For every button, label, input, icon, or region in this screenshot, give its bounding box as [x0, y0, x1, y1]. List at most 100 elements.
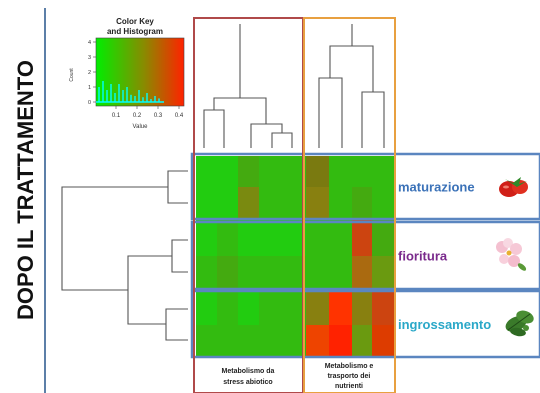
heatmap-cell	[372, 156, 394, 187]
heatmap-cell	[329, 325, 352, 356]
heatmap-cell	[217, 256, 238, 291]
heatmap-cell	[259, 325, 280, 356]
left-divider-line	[44, 8, 46, 393]
heatmap-cell	[306, 325, 329, 356]
color-key-histogram	[96, 81, 164, 103]
heatmap-cell	[352, 291, 372, 325]
column-group-2-label: nutrienti	[335, 383, 363, 390]
heatmap-cell	[196, 256, 217, 291]
heatmap-cell	[238, 187, 259, 220]
heatmap-cell	[196, 187, 217, 220]
col-dendro-link	[250, 123, 283, 148]
column-group-1-label: Metabolismo da	[222, 368, 275, 375]
heatmap-cell	[280, 156, 306, 187]
row-dendro-link	[127, 255, 172, 325]
color-key-x-tick-label: 0.3	[154, 113, 163, 119]
heatmap-cell	[352, 187, 372, 220]
heatmap-cell	[196, 291, 217, 325]
column-group-2-label: Metabolismo e	[325, 363, 374, 370]
column-group-2-frame	[303, 17, 396, 393]
heatmap-cell	[352, 220, 372, 256]
row-label-maturazione: maturazione	[398, 180, 475, 195]
heatmap-cell	[217, 291, 238, 325]
heatmap-cell	[217, 187, 238, 220]
row-label-ingrossamento: ingrossamento	[398, 317, 491, 332]
heatmap-cell	[372, 187, 394, 220]
leaf-icon	[505, 310, 534, 337]
col-dendro-link	[213, 97, 267, 124]
heatmap-cell	[259, 156, 280, 187]
heatmap-cell	[329, 220, 352, 256]
heatmap-cell	[259, 291, 280, 325]
heatmap-cell	[329, 187, 352, 220]
column-group-1-label: stress abiotico	[223, 379, 272, 386]
heatmap-cell	[280, 220, 306, 256]
color-key-y-tick-label: 1	[88, 85, 91, 91]
color-key-x-tick-label: 0.1	[112, 113, 121, 119]
row-band-ingrossamento	[190, 289, 540, 359]
column-group-2-label: trasporto dei	[328, 373, 371, 380]
row-dendro-link	[165, 308, 188, 341]
row-band-fioritura	[190, 220, 540, 291]
heatmap-cell	[196, 220, 217, 256]
col-dendro-link	[271, 132, 293, 148]
heatmap-cell	[372, 220, 394, 256]
heatmap-cell	[306, 291, 329, 325]
row-bands: maturazione fioritura ingrossamento	[190, 152, 540, 359]
heatmap-cell	[238, 220, 259, 256]
heatmap-cell	[352, 156, 372, 187]
heatmap-cell	[280, 291, 306, 325]
row-dendro-link	[61, 186, 168, 291]
heatmap-cell	[329, 256, 352, 291]
heatmap-cell	[306, 156, 329, 187]
heatmap-cell	[238, 156, 259, 187]
color-key-x-tick-label: 0.2	[133, 113, 142, 119]
heatmap-cell	[238, 291, 259, 325]
column-dendrogram	[203, 24, 385, 148]
color-key-x-label: Value	[133, 124, 149, 130]
heatmap-cell	[259, 187, 280, 220]
heatmap-cell	[306, 187, 329, 220]
row-icons	[496, 177, 534, 337]
row-label-fioritura: fioritura	[398, 249, 448, 264]
heatmap-cell	[217, 325, 238, 356]
heatmap-cell	[306, 220, 329, 256]
color-key-gradient	[96, 38, 184, 106]
heatmap-cell	[196, 156, 217, 187]
row-dendrogram	[61, 170, 188, 341]
heatmap-cell	[306, 256, 329, 291]
heatmap-cell	[259, 256, 280, 291]
heatmap-cell	[259, 220, 280, 256]
color-key-subtitle: and Histogram	[107, 27, 163, 36]
heatmap-cell	[196, 325, 217, 356]
row-dendro-link	[171, 239, 188, 273]
color-key-y-tick-label: 4	[88, 40, 91, 46]
heatmap-cell	[238, 325, 259, 356]
heatmap-cell	[217, 220, 238, 256]
heatmap-cell	[372, 256, 394, 291]
color-key-title: Color Key	[116, 17, 154, 26]
row-band-maturazione	[190, 152, 540, 221]
heatmap-cell	[238, 256, 259, 291]
heatmap-cell	[329, 156, 352, 187]
col-dendro-link	[361, 91, 385, 148]
heatmap-cell	[372, 325, 394, 356]
heatmap-cell	[372, 291, 394, 325]
heatmap-cell	[280, 187, 306, 220]
color-key-y-tick-label: 2	[88, 70, 91, 76]
heatmap-cell	[217, 156, 238, 187]
color-key-y-ticks: 0 1 2 3 4	[88, 40, 96, 106]
col-dendro-link	[329, 45, 374, 92]
color-key-y-label: Count	[69, 68, 75, 82]
heatmap-cell	[352, 256, 372, 291]
row-dendro-link	[167, 170, 188, 204]
col-dendro-link	[203, 109, 225, 148]
heatmap-cell	[329, 291, 352, 325]
color-key-y-tick-label: 0	[88, 100, 91, 106]
tomato-icon	[499, 177, 528, 197]
heatmap-cell	[280, 256, 306, 291]
color-key-x-tick-label: 0.4	[175, 113, 184, 119]
heatmap-cell	[352, 325, 372, 356]
